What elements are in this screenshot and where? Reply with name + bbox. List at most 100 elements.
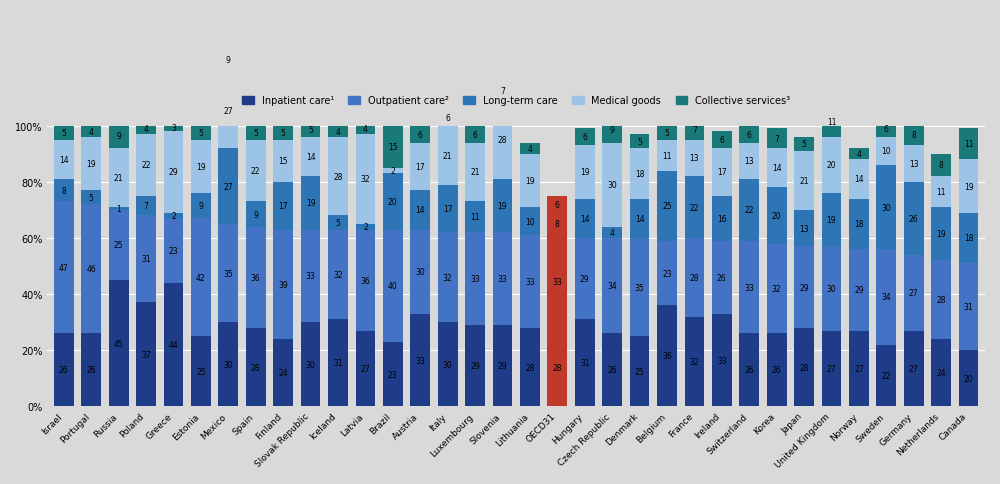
Text: 27: 27	[361, 364, 370, 373]
Text: 17: 17	[415, 163, 425, 171]
Bar	[520, 143, 540, 154]
Text: 21: 21	[470, 168, 480, 177]
Text: 6: 6	[719, 136, 724, 145]
Text: 32: 32	[361, 175, 370, 184]
Text: 17: 17	[278, 202, 288, 211]
Bar	[739, 143, 759, 180]
Bar	[822, 137, 841, 194]
Bar	[794, 137, 814, 151]
Bar	[493, 325, 512, 407]
Bar	[54, 180, 74, 202]
Bar	[520, 236, 540, 328]
Text: 33: 33	[744, 283, 754, 292]
Bar	[383, 230, 403, 342]
Bar	[356, 225, 375, 230]
Bar	[959, 213, 978, 264]
Text: 39: 39	[278, 280, 288, 289]
Text: 45: 45	[114, 339, 124, 348]
Bar	[904, 146, 924, 182]
Bar	[81, 126, 101, 137]
Bar	[630, 199, 649, 239]
Bar	[356, 331, 375, 407]
Bar	[493, 180, 512, 233]
Text: 20: 20	[772, 212, 781, 221]
Text: 34: 34	[607, 282, 617, 290]
Bar	[739, 333, 759, 407]
Text: 9: 9	[198, 202, 203, 211]
Bar	[602, 333, 622, 407]
Bar	[575, 239, 595, 319]
Bar	[109, 211, 129, 280]
Bar	[246, 227, 266, 328]
Text: 5: 5	[89, 193, 94, 202]
Bar	[136, 197, 156, 216]
Bar	[410, 191, 430, 230]
Text: 26: 26	[86, 365, 96, 375]
Text: 13: 13	[690, 154, 699, 163]
Bar	[657, 126, 677, 140]
Text: 4: 4	[336, 127, 340, 136]
Bar	[218, 149, 238, 225]
Bar	[191, 140, 211, 194]
Bar	[465, 233, 485, 325]
Bar	[547, 197, 567, 213]
Text: 26: 26	[717, 273, 727, 282]
Bar	[191, 194, 211, 219]
Bar	[136, 135, 156, 197]
Text: 33: 33	[470, 274, 480, 284]
Bar	[493, 101, 512, 180]
Text: 18: 18	[635, 169, 644, 179]
Text: 35: 35	[635, 283, 644, 292]
Bar	[328, 137, 348, 216]
Text: 4: 4	[363, 125, 368, 134]
Text: 26: 26	[909, 214, 919, 223]
Text: 29: 29	[854, 286, 864, 295]
Bar	[164, 132, 183, 213]
Text: 6: 6	[473, 130, 477, 139]
Text: 21: 21	[114, 174, 123, 182]
Text: 9: 9	[610, 126, 615, 135]
Bar	[164, 219, 183, 283]
Text: 17: 17	[443, 205, 452, 213]
Text: 36: 36	[361, 276, 370, 285]
Bar	[191, 336, 211, 407]
Bar	[630, 239, 649, 336]
Bar	[356, 123, 375, 135]
Bar	[81, 333, 101, 407]
Text: 27: 27	[909, 364, 919, 373]
Bar	[959, 350, 978, 407]
Bar	[383, 126, 403, 168]
Bar	[602, 239, 622, 333]
Text: 31: 31	[580, 359, 590, 367]
Bar	[438, 109, 458, 126]
Bar	[328, 319, 348, 407]
Text: 22: 22	[251, 166, 260, 176]
Bar	[657, 171, 677, 241]
Text: 9: 9	[226, 56, 231, 65]
Bar	[931, 208, 951, 261]
Text: 2: 2	[390, 166, 395, 176]
Bar	[109, 280, 129, 407]
Bar	[547, 328, 567, 407]
Bar	[136, 216, 156, 303]
Bar	[849, 160, 869, 199]
Text: 25: 25	[662, 202, 672, 211]
Bar	[931, 177, 951, 208]
Text: 26: 26	[607, 365, 617, 375]
Text: 31: 31	[964, 302, 973, 312]
Bar	[54, 126, 74, 140]
Bar	[465, 325, 485, 407]
Text: 32: 32	[443, 273, 452, 282]
Text: 28: 28	[498, 136, 507, 145]
Bar	[410, 126, 430, 143]
Text: 31: 31	[333, 359, 343, 367]
Text: 14: 14	[59, 155, 69, 165]
Text: 40: 40	[388, 282, 398, 290]
Bar	[136, 123, 156, 135]
Bar	[822, 331, 841, 407]
Bar	[328, 230, 348, 319]
Bar	[685, 239, 704, 317]
Text: 5: 5	[308, 126, 313, 135]
Text: 13: 13	[744, 157, 754, 166]
Bar	[109, 208, 129, 211]
